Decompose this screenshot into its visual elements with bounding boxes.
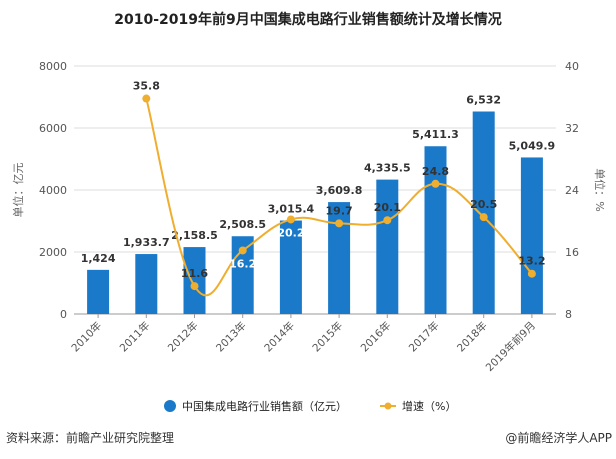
line-data-label: 20.1 (374, 201, 401, 214)
line-data-label: 13.2 (518, 255, 545, 268)
bar (376, 179, 399, 314)
x-tick-label: 2018年 (454, 319, 490, 355)
bar (472, 111, 495, 315)
growth-point (527, 269, 536, 278)
x-tick-label: 2012年 (165, 319, 201, 355)
bar-data-label: 5,049.9 (509, 139, 556, 152)
line-data-label: 16.2 (229, 257, 256, 270)
bar (424, 146, 447, 314)
growth-point (431, 179, 440, 188)
legend-line-label: 增速（%） (402, 399, 456, 413)
bar (135, 254, 158, 314)
bar-data-label: 4,335.5 (364, 162, 411, 175)
credit-note: @前瞻经济学人APP (505, 431, 612, 445)
line-data-label: 24.8 (422, 165, 449, 178)
legend-bar-label: 中国集成电路行业销售额（亿元） (182, 399, 347, 413)
line-data-label: 19.7 (326, 204, 353, 217)
y-left-tick-label: 0 (60, 308, 67, 321)
bar-data-label: 5,411.3 (412, 128, 459, 141)
y-right-tick-label: 24 (565, 184, 579, 197)
line-data-label: 20.2 (277, 226, 304, 239)
growth-point (479, 213, 488, 222)
bar (328, 202, 351, 314)
y-right-axis-label: 单位：% (593, 168, 607, 211)
x-tick-label: 2011年 (117, 319, 153, 355)
x-tick-label: 2016年 (358, 319, 394, 355)
x-tick-label: 2015年 (310, 319, 346, 355)
bar-data-label: 6,532 (466, 94, 501, 107)
legend-bar-icon (164, 400, 176, 412)
bar-data-label: 1,933.7 (123, 236, 170, 249)
x-tick-label: 2013年 (213, 319, 249, 355)
bar-data-label: 3,015.4 (268, 203, 315, 216)
growth-point (383, 216, 392, 225)
line-data-label: 11.6 (181, 267, 208, 280)
y-right-tick-label: 32 (565, 122, 579, 135)
bar (87, 269, 110, 314)
line-data-label: 20.5 (470, 198, 497, 211)
growth-point (238, 246, 247, 255)
y-left-tick-label: 2000 (39, 246, 67, 259)
growth-point (142, 94, 151, 103)
bar-data-label: 1,424 (81, 252, 116, 265)
x-tick-label: 2017年 (406, 319, 442, 355)
y-left-tick-label: 6000 (39, 122, 67, 135)
bar (520, 157, 543, 314)
x-tick-label: 2019年前9月 (483, 319, 538, 374)
bar-data-label: 2,158.5 (171, 229, 218, 242)
line-data-label: 35.8 (133, 80, 160, 93)
growth-point (286, 215, 295, 224)
bar (279, 220, 302, 314)
y-left-axis-label: 单位：亿元 (11, 163, 25, 218)
x-tick-label: 2010年 (69, 319, 105, 355)
y-right-tick-label: 16 (565, 246, 579, 259)
y-right-tick-label: 8 (565, 308, 572, 321)
growth-point (190, 282, 199, 291)
chart-title: 2010-2019年前9月中国集成电路行业销售额统计及增长情况 (114, 12, 502, 28)
source-note: 资料来源：前瞻产业研究院整理 (6, 431, 175, 445)
y-left-tick-label: 4000 (39, 184, 67, 197)
bar-data-label: 2,508.5 (219, 218, 266, 231)
growth-point (335, 219, 344, 228)
y-right-tick-label: 40 (565, 60, 579, 73)
x-tick-label: 2014年 (262, 319, 298, 355)
y-left-tick-label: 8000 (39, 60, 67, 73)
legend-line-marker (384, 402, 392, 410)
bar (183, 247, 206, 314)
bar-data-label: 3,609.8 (316, 184, 363, 197)
